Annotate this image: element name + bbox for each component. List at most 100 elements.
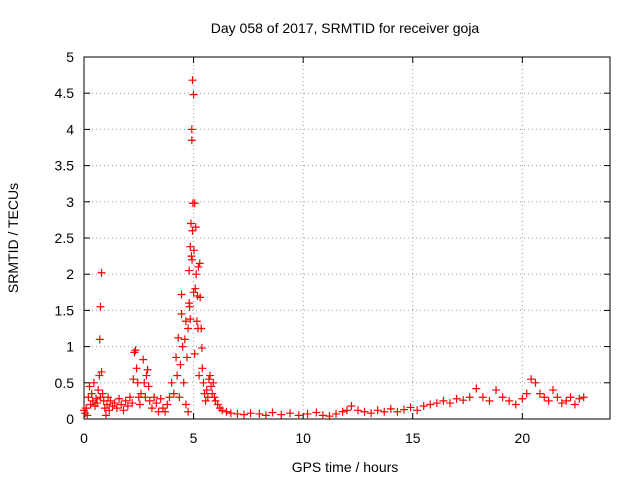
data-point bbox=[190, 349, 199, 358]
data-point bbox=[177, 290, 186, 299]
data-point bbox=[413, 406, 422, 415]
data-point bbox=[439, 396, 448, 405]
data-point bbox=[426, 400, 435, 409]
data-point bbox=[112, 404, 121, 413]
data-point bbox=[156, 394, 165, 403]
data-point bbox=[213, 400, 222, 409]
data-point bbox=[142, 371, 151, 380]
x-tick-label: 10 bbox=[295, 430, 311, 446]
data-point bbox=[373, 406, 382, 415]
data-point bbox=[222, 407, 231, 416]
data-point bbox=[89, 378, 98, 387]
data-point bbox=[195, 259, 204, 268]
data-point bbox=[110, 399, 119, 408]
data-point bbox=[169, 389, 178, 398]
data-point bbox=[144, 382, 153, 391]
data-point bbox=[106, 396, 115, 405]
data-point bbox=[167, 378, 176, 387]
data-point bbox=[176, 360, 185, 369]
data-point bbox=[535, 389, 544, 398]
data-point bbox=[179, 378, 188, 387]
data-point bbox=[570, 400, 579, 409]
grid-lines bbox=[84, 57, 610, 419]
data-point bbox=[97, 268, 106, 277]
data-point bbox=[84, 393, 93, 402]
data-point bbox=[347, 401, 356, 410]
data-point bbox=[312, 408, 321, 417]
data-point bbox=[485, 396, 494, 405]
data-point bbox=[175, 393, 184, 402]
data-point bbox=[198, 364, 207, 373]
y-tick-label: 3 bbox=[66, 194, 74, 210]
data-point bbox=[446, 399, 455, 408]
data-point bbox=[210, 393, 219, 402]
data-point bbox=[553, 393, 562, 402]
data-point bbox=[150, 393, 159, 402]
data-point bbox=[187, 252, 196, 261]
x-tick-label: 0 bbox=[80, 430, 88, 446]
data-point bbox=[130, 348, 139, 357]
y-tick-label: 1.5 bbox=[55, 302, 75, 318]
data-point bbox=[123, 401, 132, 410]
data-point bbox=[201, 396, 210, 405]
data-point bbox=[498, 393, 507, 402]
data-point bbox=[540, 393, 549, 402]
data-point bbox=[136, 389, 145, 398]
data-point bbox=[197, 344, 206, 353]
data-point bbox=[189, 288, 198, 297]
data-point bbox=[527, 375, 536, 384]
data-point bbox=[147, 404, 156, 413]
data-point bbox=[472, 384, 481, 393]
data-point bbox=[129, 375, 138, 384]
data-point bbox=[98, 389, 107, 398]
data-point bbox=[452, 394, 461, 403]
y-tick-label: 4.5 bbox=[55, 85, 75, 101]
data-point bbox=[399, 405, 408, 414]
data-point bbox=[140, 378, 149, 387]
axis-ticks: 0 0.5 1 1.5 2 2.5 3 3.5 4 4.5 5 0 5 10 15 20 bbox=[55, 49, 610, 446]
y-tick-label: 4 bbox=[66, 121, 74, 137]
data-point bbox=[204, 375, 213, 384]
data-point bbox=[135, 400, 144, 409]
data-point bbox=[178, 342, 187, 351]
data-point bbox=[186, 219, 195, 228]
data-point bbox=[531, 378, 540, 387]
data-point bbox=[188, 76, 197, 85]
y-tick-label: 2 bbox=[66, 266, 74, 282]
data-point bbox=[188, 226, 197, 235]
data-point bbox=[406, 403, 415, 412]
data-point bbox=[87, 389, 96, 398]
data-point bbox=[261, 411, 270, 420]
data-point bbox=[141, 393, 150, 402]
data-point bbox=[103, 400, 112, 409]
data-point bbox=[143, 365, 152, 374]
y-tick-label: 1 bbox=[66, 339, 74, 355]
data-point bbox=[233, 409, 242, 418]
data-point bbox=[85, 382, 94, 391]
data-point bbox=[94, 386, 103, 395]
data-point bbox=[86, 400, 95, 409]
data-point bbox=[190, 246, 199, 255]
data-point bbox=[101, 411, 110, 420]
data-point bbox=[158, 404, 167, 413]
data-point bbox=[199, 378, 208, 387]
data-point bbox=[419, 401, 428, 410]
data-point bbox=[181, 317, 190, 326]
data-point bbox=[332, 409, 341, 418]
data-point bbox=[218, 406, 227, 415]
data-point bbox=[557, 399, 566, 408]
data-point bbox=[294, 411, 303, 420]
data-point bbox=[181, 400, 190, 409]
data-point bbox=[192, 270, 201, 279]
data-point bbox=[131, 346, 140, 355]
data-point bbox=[172, 353, 181, 362]
data-point bbox=[186, 242, 195, 251]
data-point bbox=[478, 393, 487, 402]
data-point bbox=[239, 410, 248, 419]
data-points bbox=[80, 76, 588, 421]
data-point bbox=[518, 394, 527, 403]
y-axis-label: SRMTID / TECUs bbox=[5, 183, 21, 293]
data-point bbox=[360, 407, 369, 416]
data-point bbox=[215, 404, 224, 413]
